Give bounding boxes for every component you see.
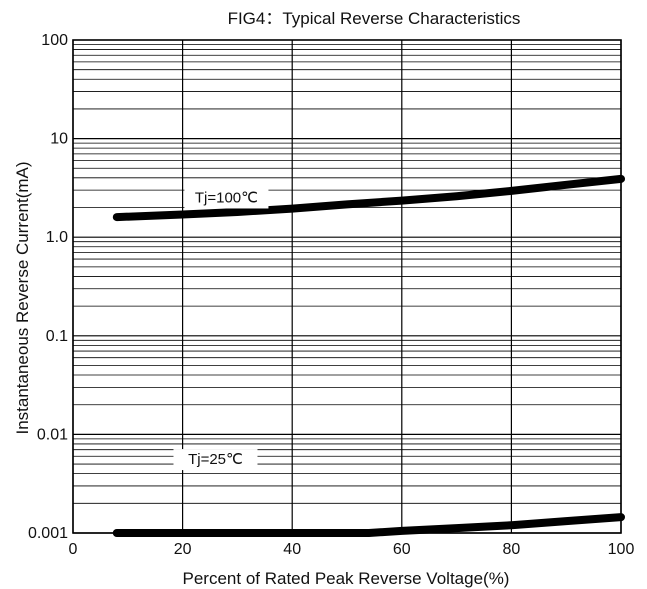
x-tick-label: 80 bbox=[503, 541, 521, 558]
x-tick-label: 40 bbox=[283, 541, 301, 558]
y-tick-labels: 0.001 0.01 0.1 1.0 10 100 bbox=[28, 32, 68, 542]
x-tick-label: 100 bbox=[608, 541, 635, 558]
series-labels: Tj=100℃ Tj=25℃ bbox=[173, 187, 269, 471]
y-tick-label: 0.001 bbox=[28, 525, 68, 542]
x-tick-label: 20 bbox=[174, 541, 192, 558]
plot-frame bbox=[72, 39, 622, 534]
y-tick-label: 100 bbox=[41, 32, 68, 49]
series-label: Tj=100℃ bbox=[195, 189, 258, 206]
series-line bbox=[112, 174, 625, 222]
y-tick-label: 10 bbox=[50, 131, 68, 148]
x-tick-labels: 0 20 40 60 80 100 bbox=[69, 541, 635, 558]
x-axis-label: Percent of Rated Peak Reverse Voltage(%) bbox=[183, 569, 510, 588]
series-label-background bbox=[184, 187, 269, 209]
y-tick-label: 0.01 bbox=[37, 426, 68, 443]
x-tick-label: 0 bbox=[69, 541, 78, 558]
x-tick-label: 60 bbox=[393, 541, 411, 558]
series-label-background bbox=[173, 449, 258, 471]
series-label: Tj=25℃ bbox=[188, 451, 243, 468]
y-tick-label: 0.1 bbox=[46, 328, 68, 345]
chart-title: FIG4：Typical Reverse Characteristics bbox=[228, 9, 521, 28]
y-tick-label: 1.0 bbox=[46, 229, 68, 246]
y-axis-label: Instantaneous Reverse Current(mA) bbox=[13, 161, 32, 434]
